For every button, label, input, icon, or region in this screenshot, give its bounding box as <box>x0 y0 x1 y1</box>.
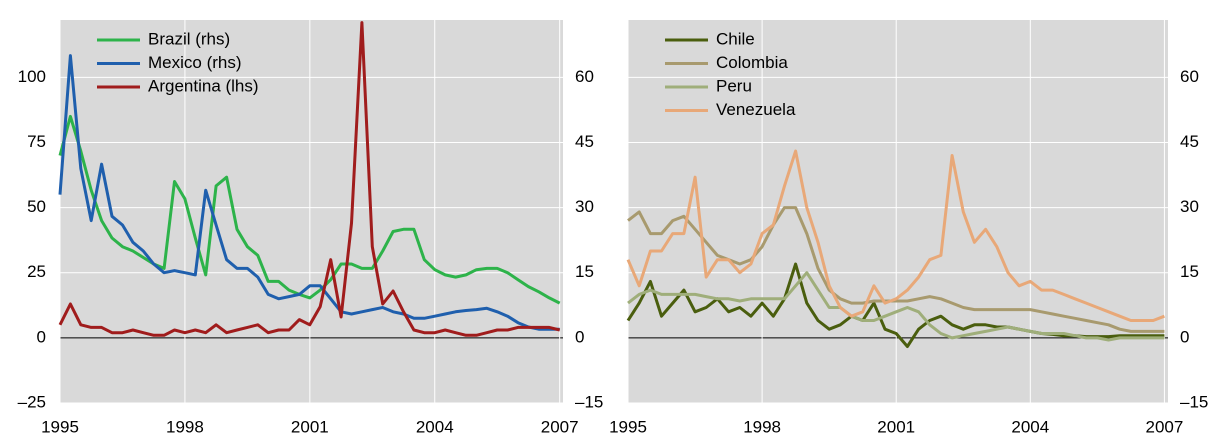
y2-tick-label: –15 <box>1180 392 1208 411</box>
y-tick-label: 75 <box>27 132 46 151</box>
series-line <box>58 54 560 331</box>
legend-label: Brazil (rhs) <box>148 29 230 48</box>
y2-tick-label: –15 <box>575 392 603 411</box>
y2-tick-label: 0 <box>575 327 584 346</box>
x-tick-label: 2004 <box>416 417 454 436</box>
y2-tick-label: 15 <box>575 262 594 281</box>
x-tick-label: 2001 <box>291 417 329 436</box>
y2-tick-label: 45 <box>1180 132 1199 151</box>
plot-area <box>60 20 563 403</box>
series-line <box>58 114 561 305</box>
series-line <box>627 271 1165 342</box>
series-line <box>58 21 561 337</box>
y2-tick-label: 0 <box>1180 327 1189 346</box>
plot-area <box>628 20 1168 403</box>
x-tick-label: 2007 <box>1146 417 1184 436</box>
x-tick-label: 1995 <box>41 417 79 436</box>
y2-tick-label: 30 <box>1180 197 1199 216</box>
y-tick-label: –25 <box>18 392 46 411</box>
x-tick-label: 2001 <box>877 417 915 436</box>
y2-tick-label: 30 <box>575 197 594 216</box>
y2-tick-label: 15 <box>1180 262 1199 281</box>
series-line <box>627 206 1165 333</box>
x-tick-label: 2004 <box>1011 417 1049 436</box>
legend-label: Argentina (lhs) <box>148 76 259 95</box>
y-tick-label: 100 <box>18 67 46 86</box>
y-tick-label: 25 <box>27 262 46 281</box>
y-tick-label: 0 <box>37 327 46 346</box>
legend-label: Mexico (rhs) <box>148 53 242 72</box>
y-tick-label: 50 <box>27 197 46 216</box>
y2-tick-label: 45 <box>575 132 594 151</box>
legend-label: Chile <box>716 29 755 48</box>
legend-label: Venezuela <box>716 100 796 119</box>
legend-label: Colombia <box>716 53 788 72</box>
y2-tick-label: 60 <box>1180 67 1199 86</box>
x-tick-label: 1998 <box>743 417 781 436</box>
x-tick-label: 1998 <box>166 417 204 436</box>
x-tick-label: 1995 <box>609 417 647 436</box>
legend-label: Peru <box>716 76 752 95</box>
series-line <box>626 149 1165 322</box>
y2-tick-label: 60 <box>575 67 594 86</box>
x-tick-label: 2007 <box>541 417 579 436</box>
